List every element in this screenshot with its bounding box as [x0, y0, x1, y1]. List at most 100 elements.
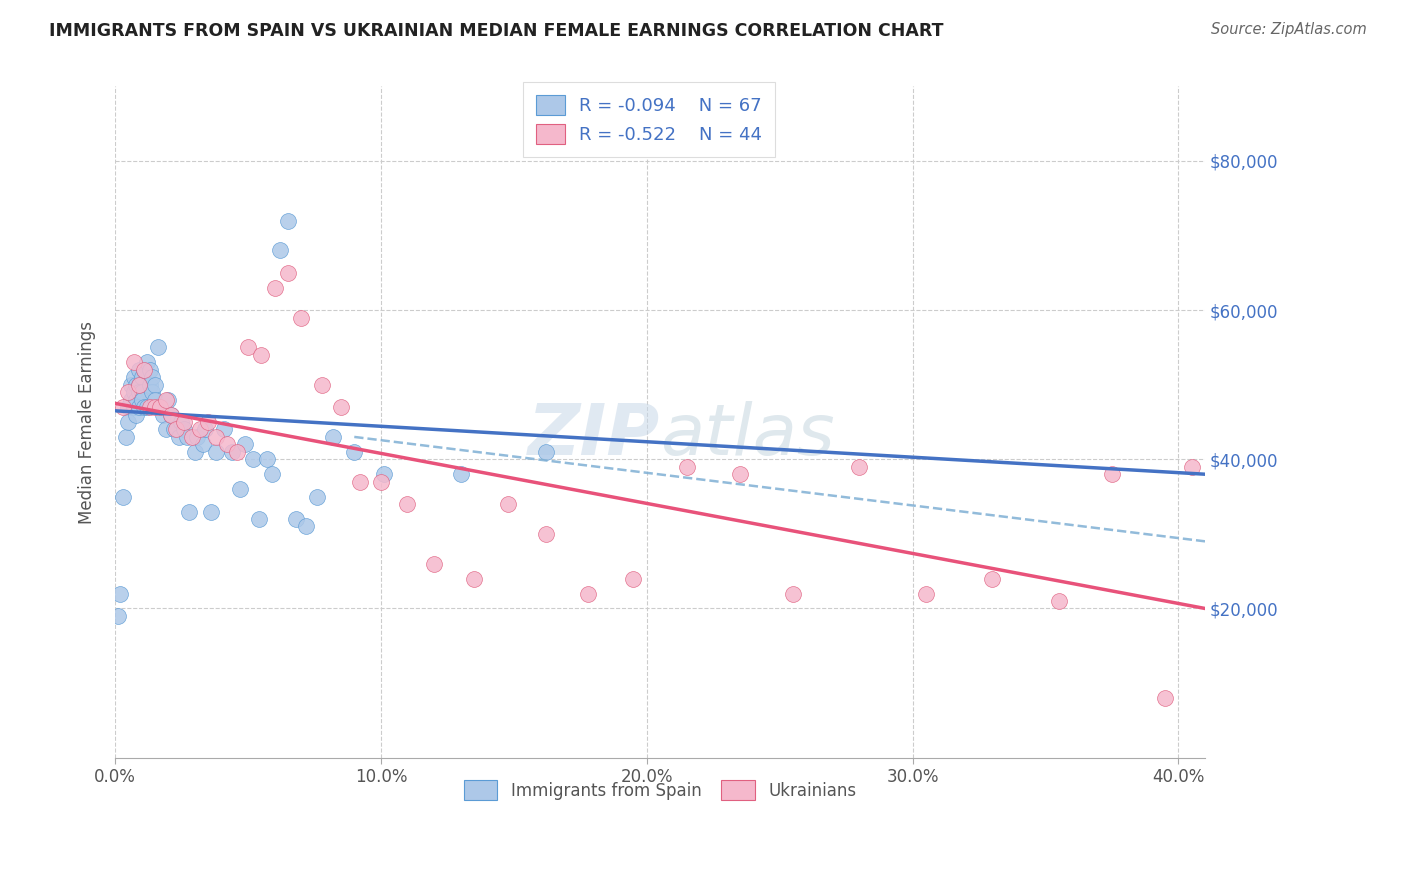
Point: [463, 572, 485, 586]
Point: [186, 430, 208, 444]
Point: [242, 452, 264, 467]
Point: [233, 437, 256, 451]
Point: [134, 400, 156, 414]
Point: [117, 415, 139, 429]
Point: [221, 445, 243, 459]
Point: [534, 527, 557, 541]
Point: [576, 586, 599, 600]
Point: [205, 430, 228, 444]
Point: [197, 415, 219, 429]
Point: [143, 400, 166, 414]
Point: [284, 512, 307, 526]
Point: [179, 504, 201, 518]
Point: [191, 437, 214, 451]
Point: [277, 213, 299, 227]
Point: [131, 392, 153, 407]
Point: [423, 557, 446, 571]
Point: [915, 586, 938, 600]
Point: [131, 385, 153, 400]
Point: [138, 400, 160, 414]
Point: [134, 363, 156, 377]
Point: [311, 377, 333, 392]
Point: [155, 392, 177, 407]
Point: [250, 348, 273, 362]
Point: [181, 430, 204, 444]
Point: [307, 490, 329, 504]
Point: [125, 392, 148, 407]
Point: [162, 422, 184, 436]
Point: [157, 392, 180, 407]
Point: [260, 467, 283, 482]
Text: atlas: atlas: [659, 401, 835, 470]
Point: [122, 385, 145, 400]
Point: [194, 422, 217, 436]
Point: [128, 377, 150, 392]
Point: [277, 266, 299, 280]
Point: [184, 445, 207, 459]
Point: [349, 475, 371, 489]
Point: [117, 385, 139, 400]
Point: [1047, 594, 1070, 608]
Point: [450, 467, 472, 482]
Point: [229, 482, 252, 496]
Point: [200, 504, 222, 518]
Point: [498, 497, 520, 511]
Point: [782, 586, 804, 600]
Point: [370, 475, 392, 489]
Point: [167, 430, 190, 444]
Point: [131, 370, 153, 384]
Point: [138, 377, 160, 392]
Point: [134, 363, 156, 377]
Point: [534, 445, 557, 459]
Text: Source: ZipAtlas.com: Source: ZipAtlas.com: [1211, 22, 1367, 37]
Point: [247, 512, 270, 526]
Point: [215, 437, 238, 451]
Point: [111, 490, 134, 504]
Point: [1101, 467, 1123, 482]
Point: [176, 430, 198, 444]
Point: [1181, 459, 1204, 474]
Point: [1154, 690, 1177, 705]
Point: [125, 408, 148, 422]
Point: [143, 392, 166, 407]
Point: [138, 363, 160, 377]
Point: [848, 459, 870, 474]
Point: [122, 400, 145, 414]
Text: IMMIGRANTS FROM SPAIN VS UKRAINIAN MEDIAN FEMALE EARNINGS CORRELATION CHART: IMMIGRANTS FROM SPAIN VS UKRAINIAN MEDIA…: [49, 22, 943, 40]
Point: [675, 459, 697, 474]
Point: [143, 377, 166, 392]
Point: [236, 340, 259, 354]
Point: [226, 445, 249, 459]
Text: ZIP: ZIP: [527, 401, 659, 470]
Point: [128, 400, 150, 414]
Point: [343, 445, 366, 459]
Point: [373, 467, 395, 482]
Point: [295, 519, 318, 533]
Point: [146, 340, 169, 354]
Point: [330, 400, 353, 414]
Point: [728, 467, 751, 482]
Point: [269, 244, 291, 258]
Point: [122, 355, 145, 369]
Point: [141, 370, 163, 384]
Point: [165, 422, 187, 436]
Point: [152, 408, 174, 422]
Point: [212, 422, 235, 436]
Point: [160, 408, 183, 422]
Point: [205, 445, 228, 459]
Point: [110, 586, 132, 600]
Point: [128, 385, 150, 400]
Point: [256, 452, 278, 467]
Point: [263, 281, 285, 295]
Point: [322, 430, 344, 444]
Point: [107, 609, 129, 624]
Point: [111, 400, 134, 414]
Point: [981, 572, 1004, 586]
Point: [114, 430, 136, 444]
Point: [160, 408, 183, 422]
Legend: Immigrants from Spain, Ukrainians: Immigrants from Spain, Ukrainians: [450, 767, 869, 814]
Point: [120, 377, 142, 392]
Point: [141, 385, 163, 400]
Point: [396, 497, 419, 511]
Point: [135, 400, 157, 414]
